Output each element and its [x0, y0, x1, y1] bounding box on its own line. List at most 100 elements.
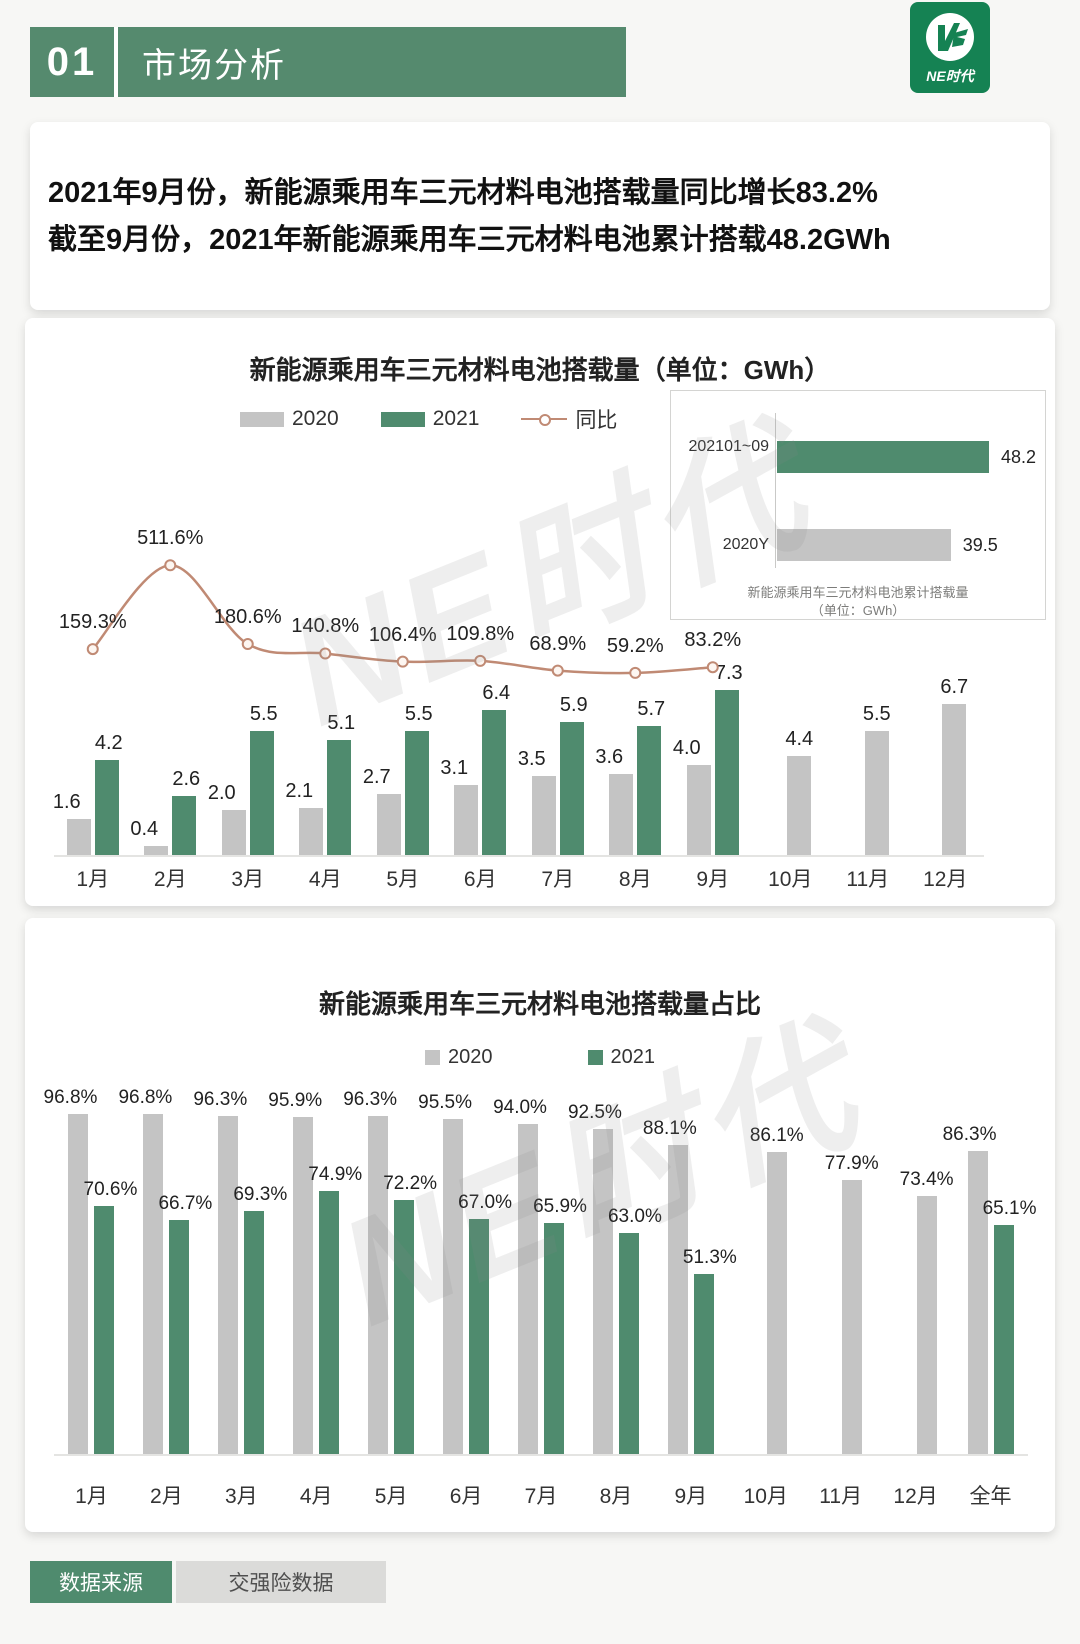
bar-value-2021: 5.5: [249, 702, 278, 725]
bar-2020-7月: [518, 1123, 538, 1454]
page-title: 市场分析: [142, 46, 286, 85]
bar-value-2020: 92.5%: [567, 1102, 622, 1124]
bar-2021-9月: [693, 1273, 714, 1454]
bar-2020-12月: [916, 1196, 937, 1454]
yoy-point-marker: [164, 559, 177, 572]
bar-2020-5月: [368, 1115, 389, 1454]
axis-month-label: 5月: [386, 868, 420, 891]
bar-2020-1月: [66, 818, 91, 855]
bar-value-2021: 74.9%: [308, 1163, 363, 1185]
headline-card: 2021年9月份，新能源乘用车三元材料电池搭载量同比增长83.2% 截至9月份，…: [30, 122, 1050, 310]
axis-month-label: 12月: [893, 1485, 938, 1508]
bar-2020-3月: [218, 1115, 239, 1454]
bar-2020-11月: [841, 1180, 862, 1454]
bar-value-2020: 73.4%: [899, 1169, 954, 1191]
bar-2021-7月: [544, 1222, 564, 1454]
bar-2021-8月: [637, 726, 662, 855]
inset-row-label: 2020Y: [722, 536, 769, 553]
legend-item-yoy: 同比: [521, 404, 617, 434]
bar-value-2021: 5.5: [404, 702, 433, 725]
bar-value-2020: 4.0: [672, 736, 701, 759]
bar-value-2020: 96.3%: [193, 1088, 248, 1110]
bar-value-2020: 1.6: [52, 790, 81, 813]
inset-caption: 新能源乘用车三元材料电池累计搭载量: [747, 585, 969, 600]
yoy-point-marker: [319, 647, 332, 660]
bar-value-2021: 4.2: [94, 732, 123, 755]
bar-value-2021: 72.2%: [383, 1173, 438, 1195]
axis-month-label: 2月: [153, 868, 187, 891]
axis-month-label: 1月: [75, 1485, 108, 1508]
bar-value-2020: 2.7: [362, 765, 391, 788]
cumulative-inset-chart: 新能源乘用车三元材料电池累计搭载量 （单位：GWh） 202101~09 48.2…: [670, 390, 1046, 620]
bar-value-2020: 86.3%: [942, 1123, 997, 1145]
bar-2020-2月: [143, 1114, 164, 1454]
bar-2020-8月: [592, 1129, 613, 1454]
axis-month-label: 3月: [231, 868, 265, 891]
bar-2020-5月: [376, 793, 401, 855]
bar-2021-2月: [169, 1219, 190, 1454]
bar-2020-全年: [967, 1150, 988, 1454]
yoy-value-label: 511.6%: [137, 527, 204, 550]
bar-value-2021: 67.0%: [458, 1191, 512, 1213]
axis-month-label: 3月: [224, 1485, 258, 1508]
chart-volume-legend: 2020 2021 同比: [240, 404, 617, 434]
legend-label: 2020: [292, 407, 339, 430]
bar-2020-6月: [454, 784, 479, 855]
bar-value-2020: 95.5%: [418, 1091, 472, 1113]
axis-month-label: 7月: [524, 1485, 558, 1508]
axis-month-label: 8月: [599, 1485, 633, 1508]
axis-month-label: 8月: [618, 868, 652, 891]
bar-2021-7月: [559, 721, 584, 855]
axis-month-label: 1月: [76, 868, 110, 891]
legend-label: 2021: [610, 1046, 656, 1068]
bar-2020-7月: [531, 775, 556, 855]
axis-month-label: 6月: [449, 1485, 483, 1508]
bar-value-2020: 96.3%: [343, 1088, 398, 1110]
bar-value-2020: 94.0%: [493, 1096, 547, 1118]
bar-value-2021: 6.4: [482, 682, 511, 705]
yoy-value-label: 159.3%: [58, 611, 127, 634]
bar-value-2020: 4.4: [785, 727, 814, 750]
brand-logo: NE时代: [910, 2, 990, 93]
legend-item-2020: 2020: [240, 407, 339, 431]
yoy-point-marker: [551, 664, 564, 677]
bar-value-2020: 3.6: [595, 745, 624, 768]
legend-item-2021: 2021: [380, 407, 480, 431]
data-source-label: 数据来源: [30, 1561, 172, 1603]
inset-axis-line: [775, 413, 776, 568]
bar-2021-全年: [993, 1225, 1014, 1454]
bar-value-2021: 65.9%: [533, 1195, 587, 1217]
axis-month-label: 10月: [768, 868, 813, 891]
bar-value-2021: 66.7%: [158, 1192, 213, 1214]
yoy-point-marker: [241, 638, 254, 651]
yoy-point-marker: [629, 666, 642, 679]
axis-month-label: 6月: [463, 868, 497, 891]
bar-2021-1月: [94, 1206, 115, 1454]
yoy-value-label: 83.2%: [684, 629, 742, 652]
headline-line-2: 截至9月份，2021年新能源乘用车三元材料电池累计搭载48.2GWh: [48, 223, 891, 256]
axis-month-label: 7月: [541, 868, 575, 891]
bar-2021-9月: [714, 690, 739, 855]
bar-value-2020: 95.9%: [268, 1090, 323, 1112]
bar-2021-3月: [249, 730, 274, 855]
bar-value-2020: 3.1: [440, 756, 469, 779]
ne-emblem-icon: [926, 13, 974, 61]
bar-value-2020: 2.1: [285, 779, 314, 802]
legend-label: 同比: [575, 409, 618, 432]
bar-value-2020: 2.0: [207, 781, 236, 804]
bar-2020-10月: [766, 1151, 787, 1454]
chart-share-plot: 96.8% 70.6% 1月 96.8% 66.7% 2月 96.3% 69.3% 3月 95.9…: [44, 1068, 1037, 1508]
bar-2021-4月: [327, 739, 352, 855]
bar-value-2021: 5.1: [327, 711, 356, 734]
green-bar-swatch-icon: [587, 1050, 603, 1065]
inset-row-label: 202101~09: [688, 438, 769, 455]
legend-label: 2021: [432, 407, 480, 430]
brand-logo-label: NE时代: [926, 68, 974, 84]
chart-share-card: 新能源乘用车三元材料电池搭载量占比 2020 2021 96.8% 70.6% 1月 9…: [25, 918, 1055, 1532]
bar-2020-3月: [221, 809, 246, 855]
bar-value-2020: 88.1%: [642, 1117, 697, 1139]
bar-2020-9月: [686, 764, 711, 855]
bar-2021-3月: [244, 1210, 265, 1454]
bar-value-2021: 63.0%: [607, 1205, 662, 1227]
